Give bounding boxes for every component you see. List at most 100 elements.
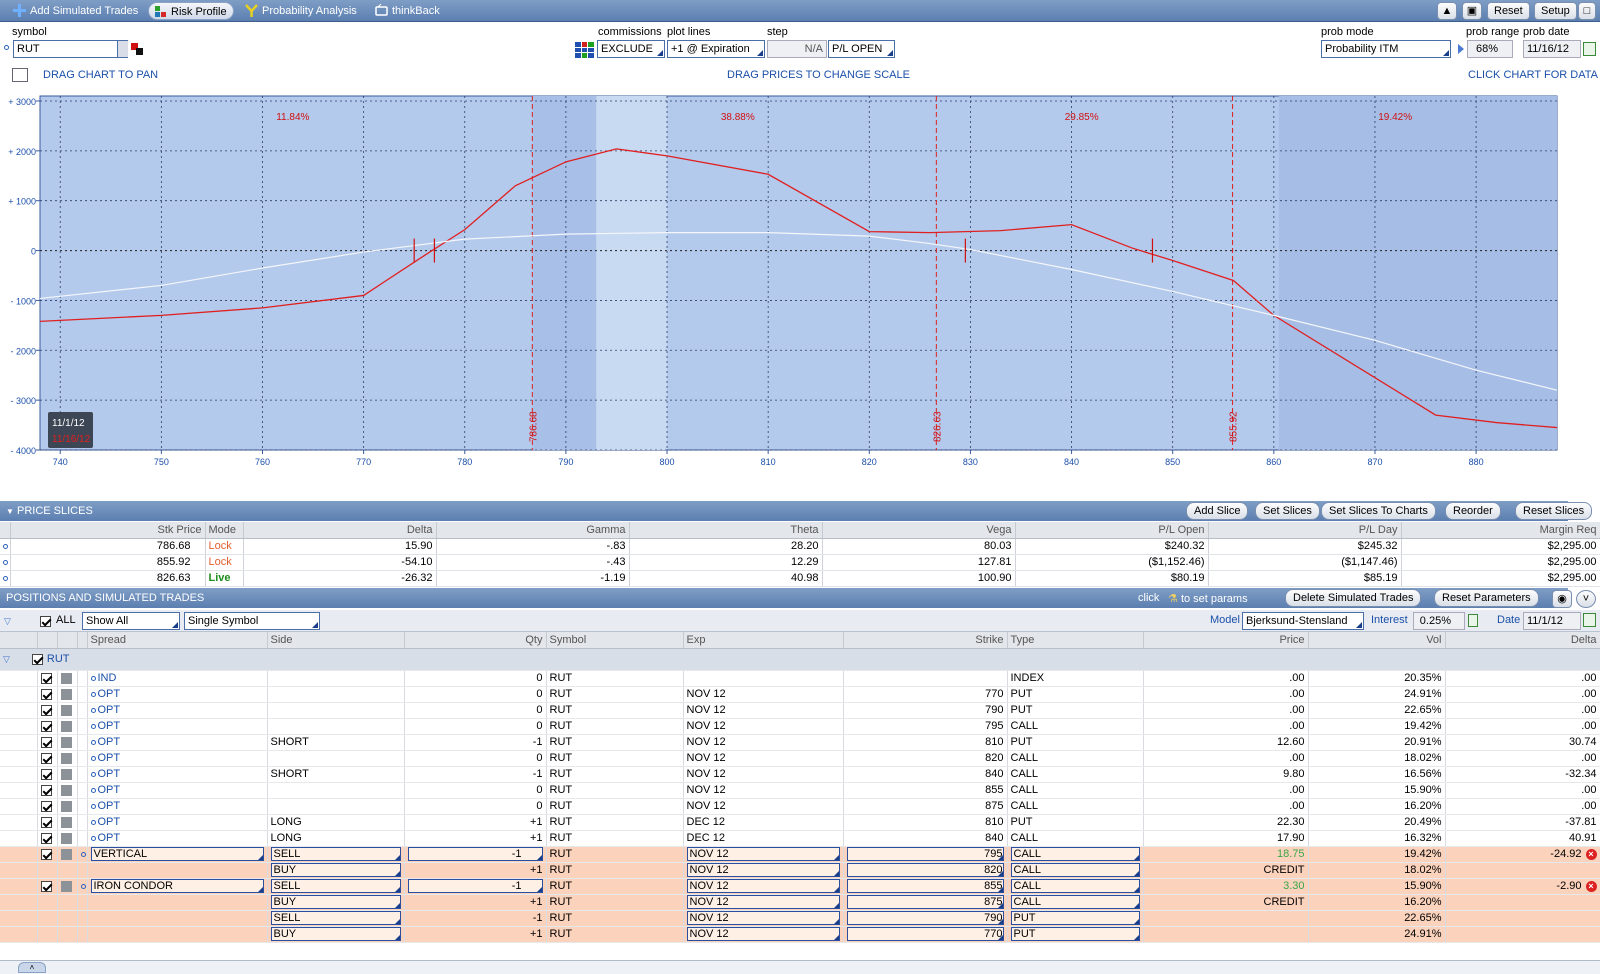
symbol-dropdown-button[interactable] (117, 41, 128, 57)
sim-cell-exp[interactable]: NOV 12 (683, 910, 844, 927)
color-palette-icon[interactable] (575, 42, 594, 58)
step-input[interactable]: N/A (767, 40, 827, 58)
position-row[interactable]: OPT SHORT -1 RUT NOV 12 810 PUT 12.60 20.91% 30.7… (0, 734, 1600, 751)
sim-exp-field[interactable]: NOV 12 (686, 879, 840, 893)
sim-strike-field[interactable]: 875 (846, 895, 1004, 909)
position-row[interactable]: OPT LONG +1 RUT DEC 12 840 CALL 17.90 16.32% 40.9… (0, 830, 1600, 847)
slice-button-add-slice[interactable]: Add Slice (1186, 502, 1249, 520)
date-input[interactable]: 11/1/12 (1523, 612, 1581, 630)
tab-add-simulated-trades[interactable]: Add Simulated Trades (8, 2, 144, 20)
camera-button[interactable]: ◉ (1552, 590, 1572, 608)
simulated-trade-row[interactable]: SELL -1 RUT NOV 12 790 PUT 22.65% (0, 910, 1600, 927)
sim-type-field[interactable]: PUT (1010, 911, 1140, 925)
sim-cell-type[interactable]: PUT (1007, 910, 1144, 927)
row-checkbox[interactable] (40, 672, 52, 684)
sim-cell-qty[interactable]: -1 (404, 846, 547, 863)
position-row[interactable]: OPT 0 RUT NOV 12 875 CALL .00 16.20% .00 (0, 798, 1600, 815)
sim-strike-field[interactable]: 770 (846, 927, 1004, 941)
slice-button-reorder[interactable]: Reorder (1445, 502, 1501, 520)
prob-range-input[interactable]: 68% (1467, 40, 1513, 58)
simulated-trade-row[interactable]: BUY +1 RUT NOV 12 820 CALL CREDIT 18.02% (0, 862, 1600, 879)
detach-button[interactable]: □ (1578, 2, 1596, 20)
group-expand-icon[interactable]: ▽ (3, 654, 10, 664)
sim-exp-field[interactable]: NOV 12 (686, 847, 840, 861)
color-grid-icon[interactable] (131, 43, 143, 55)
remove-trade-icon[interactable]: × (1585, 881, 1597, 892)
pl-mode-select[interactable]: P/L OPEN (828, 40, 895, 58)
pos-cell-spread[interactable]: OPT (87, 750, 268, 767)
slice-link-cell[interactable] (0, 570, 11, 587)
sim-side-field[interactable]: BUY (270, 927, 401, 941)
slice-link-cell[interactable] (0, 554, 11, 571)
sim-cell-side[interactable]: SELL (267, 878, 405, 895)
sim-cell-spread[interactable]: VERTICAL (87, 846, 268, 863)
pos-cell-spread[interactable]: OPT (87, 814, 268, 831)
interest-input[interactable]: 0.25% (1413, 612, 1465, 630)
slice-mode[interactable]: Lock (205, 538, 244, 555)
row-checkbox-cell[interactable] (37, 878, 58, 895)
row-checkbox-cell[interactable] (37, 670, 58, 687)
sim-exp-field[interactable]: NOV 12 (686, 863, 840, 877)
position-row[interactable]: OPT SHORT -1 RUT NOV 12 840 CALL 9.80 16.56% -32.… (0, 766, 1600, 783)
pos-cell-spread[interactable]: OPT (87, 734, 268, 751)
tab-risk-profile[interactable]: Risk Profile (148, 2, 234, 20)
row-checkbox[interactable] (40, 688, 52, 700)
play-arrow-icon[interactable] (1458, 44, 1464, 54)
row-checkbox-cell[interactable] (37, 910, 58, 927)
collapse-arrow-icon[interactable]: ▼ (6, 507, 14, 516)
row-checkbox-cell[interactable] (37, 814, 58, 831)
slice-stk-price[interactable]: 826.63 (10, 570, 206, 587)
group-checkbox[interactable] (31, 653, 43, 665)
slice-mode[interactable]: Live (205, 570, 244, 587)
price-slice-row[interactable]: 855.92 Lock -54.10 -.43 12.29 127.81 ($1,152.4… (0, 554, 1600, 571)
simulated-trade-row[interactable]: VERTICAL SELL -1 RUT NOV 12 795 CALL 18.75 19.42… (0, 846, 1600, 863)
simulated-trade-row[interactable]: IRON CONDOR SELL -1 RUT NOV 12 855 CALL 3.30 15.… (0, 878, 1600, 895)
row-checkbox[interactable] (40, 784, 52, 796)
sim-type-field[interactable]: PUT (1010, 927, 1140, 941)
sim-cell-side[interactable]: BUY (267, 894, 405, 911)
sim-exp-field[interactable]: NOV 12 (686, 927, 840, 941)
date-calendar-icon[interactable] (1583, 613, 1596, 627)
collapse-button[interactable]: ˅ (1576, 590, 1596, 608)
slice-button-reset-slices[interactable]: Reset Slices (1515, 502, 1593, 520)
row-checkbox-cell[interactable] (37, 830, 58, 847)
plot-lines-select[interactable]: +1 @ Expiration (667, 40, 765, 58)
position-row[interactable]: OPT LONG +1 RUT DEC 12 810 PUT 22.30 20.49% -37.8… (0, 814, 1600, 831)
sim-type-field[interactable]: CALL (1010, 895, 1140, 909)
prob-mode-select[interactable]: Probability ITM (1321, 40, 1451, 58)
model-select[interactable]: Bjerksund-Stensland (1242, 612, 1364, 630)
pos-cell-spread[interactable]: IND (87, 670, 268, 687)
row-checkbox[interactable] (40, 704, 52, 716)
prob-date-input[interactable]: 11/16/12 (1523, 40, 1581, 58)
sim-cell-exp[interactable]: NOV 12 (683, 846, 844, 863)
sim-cell-type[interactable]: CALL (1007, 846, 1144, 863)
sim-exp-field[interactable]: NOV 12 (686, 895, 840, 909)
row-checkbox[interactable] (40, 800, 52, 812)
delete-simulated-trades-button[interactable]: Delete Simulated Trades (1285, 589, 1422, 607)
sim-cell-exp[interactable]: NOV 12 (683, 878, 844, 895)
position-row[interactable]: OPT 0 RUT NOV 12 770 PUT .00 24.91% .00 (0, 686, 1600, 703)
row-checkbox-cell[interactable] (37, 894, 58, 911)
position-row[interactable]: IND 0 RUT INDEX .00 20.35% .00 (0, 670, 1600, 687)
tab-probability-analysis[interactable]: Probability Analysis (240, 2, 363, 20)
sim-type-field[interactable]: CALL (1010, 847, 1140, 861)
sim-cell-exp[interactable]: NOV 12 (683, 894, 844, 911)
simulated-trade-row[interactable]: BUY +1 RUT NOV 12 875 CALL CREDIT 16.20% (0, 894, 1600, 911)
all-checkbox[interactable] (40, 615, 51, 627)
row-checkbox[interactable] (40, 848, 52, 860)
row-checkbox-cell[interactable] (37, 782, 58, 799)
symbol-input[interactable]: RUT (13, 40, 128, 58)
sim-cell-type[interactable]: CALL (1007, 862, 1144, 879)
position-row[interactable]: OPT 0 RUT NOV 12 855 CALL .00 15.90% .00 (0, 782, 1600, 799)
reset-parameters-button[interactable]: Reset Parameters (1434, 589, 1539, 607)
sim-cell-exp[interactable]: NOV 12 (683, 926, 844, 943)
sim-side-field[interactable]: BUY (270, 895, 401, 909)
sim-spread-field[interactable]: IRON CONDOR (90, 879, 264, 893)
remove-trade-icon[interactable]: × (1585, 849, 1597, 860)
row-checkbox-cell[interactable] (37, 686, 58, 703)
sim-cell-side[interactable]: SELL (267, 910, 405, 927)
sim-cell-strike[interactable]: 875 (843, 894, 1008, 911)
sim-spread-field[interactable]: VERTICAL (90, 847, 264, 861)
lock-icon[interactable] (1468, 614, 1478, 627)
slice-stk-price[interactable]: 786.68 (10, 538, 206, 555)
